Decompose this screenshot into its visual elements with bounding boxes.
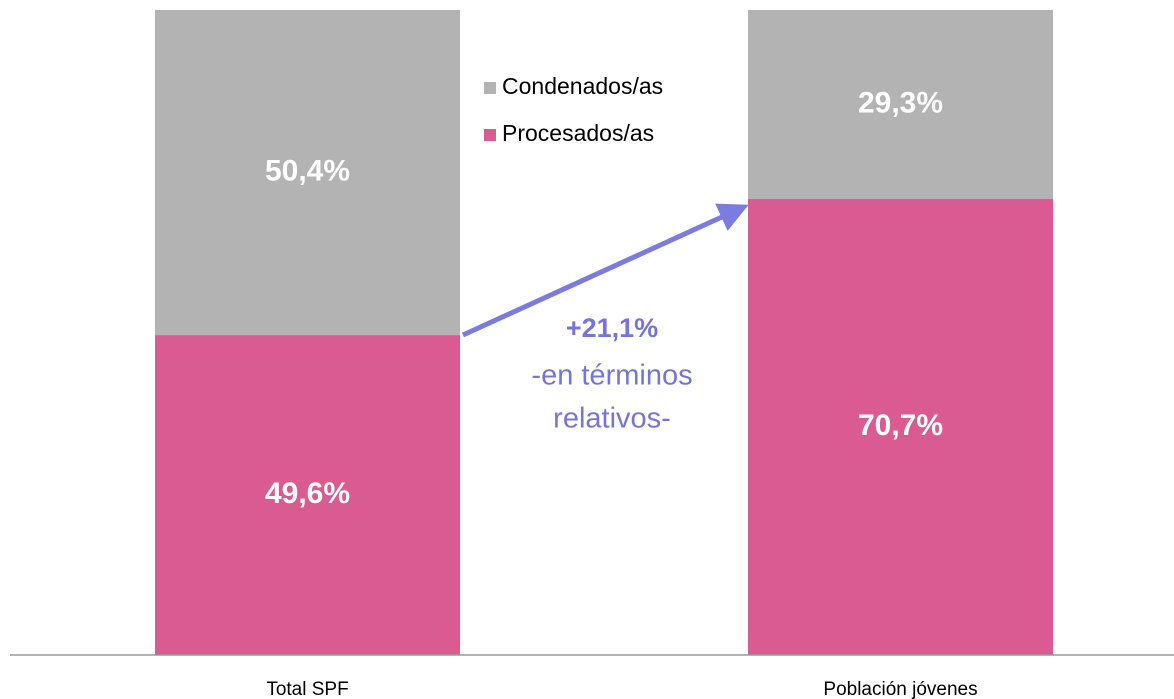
x-tick-label: Total SPF [266, 679, 348, 699]
value-label: 29,3% [858, 86, 943, 119]
legend-swatch [484, 129, 496, 141]
value-label: 50,4% [265, 154, 350, 187]
legend-swatch [484, 82, 496, 94]
value-label: 70,7% [858, 409, 943, 442]
annotation-arrow [461, 203, 749, 338]
bar-segment [748, 10, 1053, 199]
legend-label: Condenados/as [502, 73, 663, 99]
legend-label: Procesados/as [502, 120, 654, 146]
x-tick-label: Población jóvenes [823, 679, 977, 699]
annotation-line: -en términos [531, 360, 692, 392]
annotation-line: relativos- [553, 403, 671, 435]
bar-segment [155, 10, 460, 336]
annotation-headline: +21,1% [566, 313, 658, 343]
value-label: 49,6% [265, 477, 350, 510]
bar-segment [748, 198, 1053, 656]
bar-segment [155, 335, 460, 655]
